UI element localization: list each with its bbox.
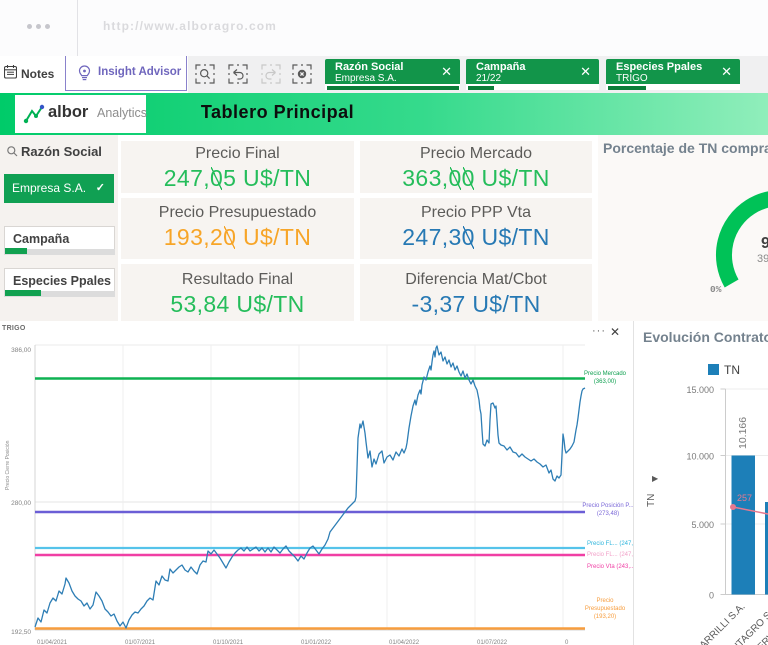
svg-text:0: 0	[709, 591, 714, 601]
svg-text:01/04/2021: 01/04/2021	[37, 640, 68, 645]
svg-text:15.000: 15.000	[686, 385, 714, 395]
svg-text:01/07/2021: 01/07/2021	[125, 640, 156, 645]
svg-text:0: 0	[565, 640, 569, 645]
svg-text:01/07/2022: 01/07/2022	[477, 640, 508, 645]
svg-text:10.166: 10.166	[737, 417, 749, 449]
svg-text:TN: TN	[724, 363, 740, 377]
svg-text:10.000: 10.000	[686, 452, 714, 462]
svg-text:Precio FL... (247,0...: Precio FL... (247,0...	[587, 541, 633, 547]
svg-text:TN: TN	[646, 494, 657, 507]
svg-text:Precio: Precio	[596, 598, 614, 604]
svg-text:Precio Posición P...: Precio Posición P...	[582, 503, 633, 509]
svg-text:▶: ▶	[652, 474, 659, 483]
svg-text:Precio FL... (247,0...: Precio FL... (247,0...	[587, 552, 633, 558]
svg-text:280,00: 280,00	[11, 500, 31, 507]
svg-text:01/04/2022: 01/04/2022	[389, 640, 420, 645]
svg-text:0%: 0%	[710, 284, 722, 295]
svg-text:Precio Mercado: Precio Mercado	[584, 371, 627, 377]
svg-text:01/01/2022: 01/01/2022	[301, 640, 332, 645]
svg-text:(273,48): (273,48)	[597, 511, 619, 517]
svg-text:386,00: 386,00	[11, 347, 31, 354]
svg-text:192,50: 192,50	[11, 629, 31, 636]
svg-text:257: 257	[737, 493, 752, 503]
svg-text:(193,20): (193,20)	[594, 614, 616, 620]
svg-text:01/10/2021: 01/10/2021	[213, 640, 244, 645]
svg-text:93%: 93%	[761, 235, 768, 252]
svg-text:Presupuestado: Presupuestado	[585, 606, 626, 612]
svg-text:5.000: 5.000	[691, 520, 714, 530]
svg-text:39%: 39%	[757, 253, 768, 265]
svg-text:Precio Vta (243,...: Precio Vta (243,...	[587, 564, 633, 570]
svg-text:(363,00): (363,00)	[594, 379, 616, 385]
